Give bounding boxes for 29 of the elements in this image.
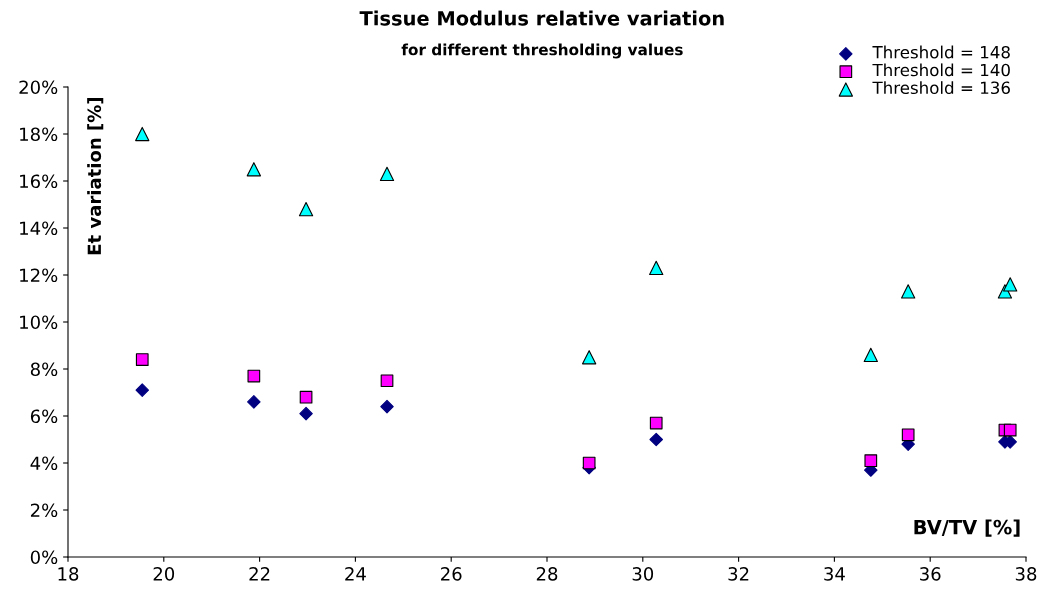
- x-tick-label: 28: [536, 567, 558, 581]
- x-tick-label: 24: [345, 567, 366, 581]
- y-tick-label: 4%: [30, 456, 58, 471]
- y-tick-label: 20%: [19, 80, 58, 95]
- x-tick-label: 20: [153, 567, 175, 581]
- x-tick-label: 32: [728, 567, 749, 581]
- y-axis-title: Et variation [%]: [87, 97, 104, 255]
- y-tick-label: 6%: [30, 409, 58, 424]
- x-tick-label: 36: [920, 567, 941, 581]
- y-tick-label: 0%: [30, 550, 58, 565]
- x-axis-title: BV/TV [%]: [914, 519, 1020, 537]
- legend-label: Threshold = 148: [872, 45, 1010, 59]
- x-tick-label: 30: [632, 567, 654, 581]
- y-tick-label: 12%: [20, 268, 58, 283]
- y-tick-label: 10%: [20, 315, 58, 330]
- x-tick-label: 26: [441, 567, 462, 581]
- legend-label: Threshold = 140: [872, 63, 1010, 77]
- y-tick-label: 18%: [20, 127, 58, 142]
- y-tick-label: 8%: [30, 362, 58, 377]
- x-tick-label: 22: [249, 567, 270, 581]
- x-tick-label: 34: [824, 567, 845, 581]
- legend-label: Threshold = 136: [872, 81, 1010, 95]
- x-tick-label: 38: [1015, 567, 1037, 581]
- chart-subtitle: for different thresholding values: [401, 43, 683, 59]
- y-tick-label: 2%: [30, 503, 58, 518]
- x-tick-label: 18: [58, 567, 79, 581]
- chart-title: Tissue Modulus relative variation: [359, 10, 724, 26]
- y-tick-label: 16%: [20, 174, 58, 189]
- y-tick-label: 14%: [20, 221, 58, 236]
